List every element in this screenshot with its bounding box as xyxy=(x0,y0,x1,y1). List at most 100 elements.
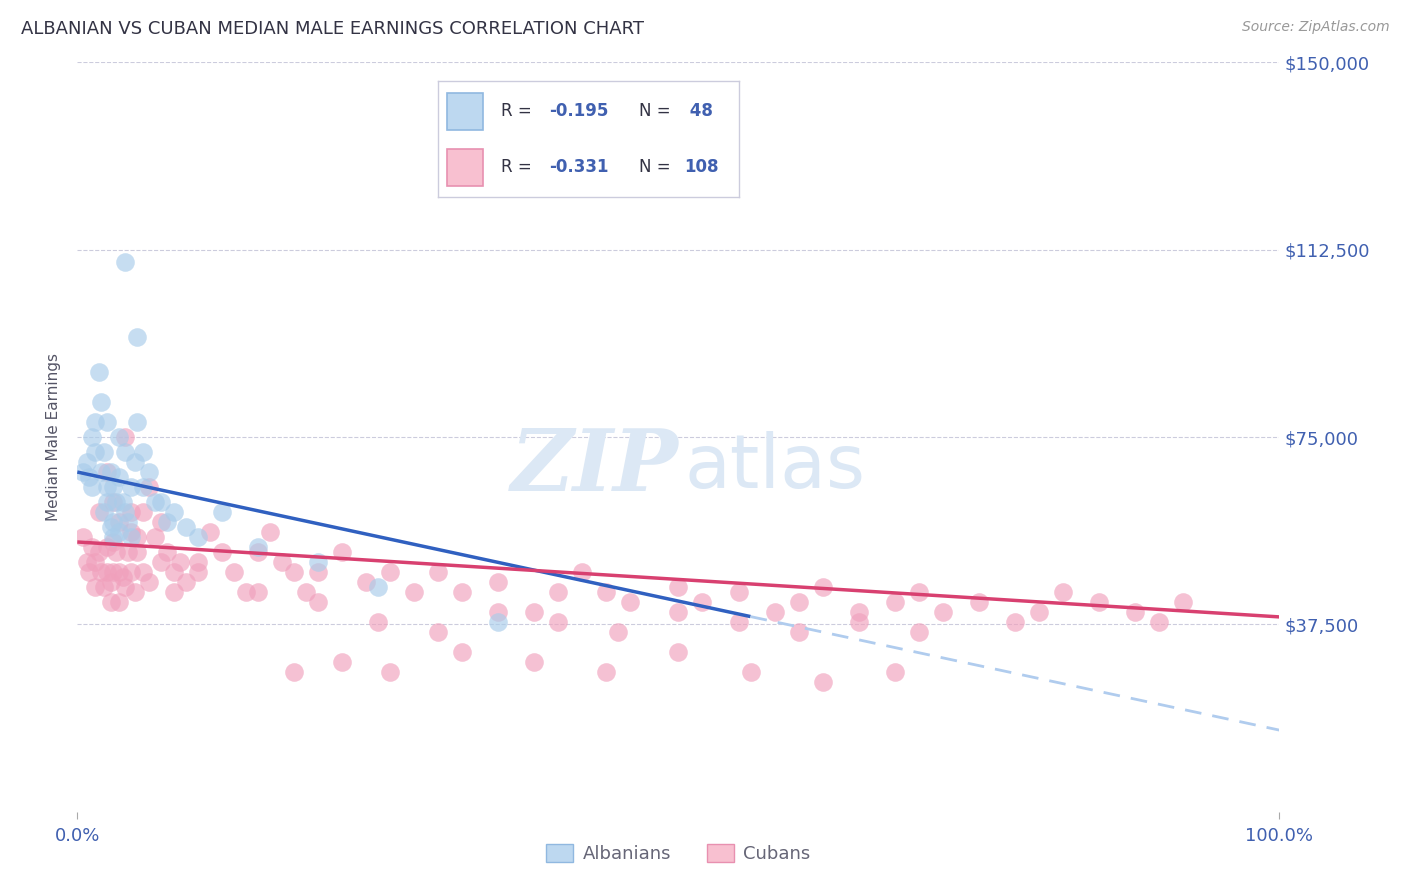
Point xyxy=(114,505,136,519)
Point xyxy=(619,595,641,609)
Point xyxy=(668,580,690,594)
Point xyxy=(100,574,122,589)
Point xyxy=(169,555,191,569)
Point xyxy=(883,665,905,679)
Point xyxy=(127,530,149,544)
Point xyxy=(156,545,179,559)
Point xyxy=(76,555,98,569)
Point xyxy=(100,595,122,609)
Point xyxy=(156,515,179,529)
Point xyxy=(571,565,593,579)
Point xyxy=(486,615,509,629)
Point xyxy=(114,255,136,269)
Point xyxy=(259,524,281,539)
Point xyxy=(595,585,617,599)
Point xyxy=(727,585,749,599)
Point xyxy=(307,555,329,569)
Point xyxy=(127,545,149,559)
Point xyxy=(150,515,173,529)
Point xyxy=(117,545,139,559)
Point xyxy=(127,330,149,344)
Point xyxy=(186,530,209,544)
Point xyxy=(132,505,155,519)
Point xyxy=(100,465,122,479)
Point xyxy=(104,495,127,509)
Point xyxy=(174,520,197,534)
Point xyxy=(87,505,110,519)
Point xyxy=(451,585,474,599)
Point xyxy=(96,415,118,429)
Point xyxy=(1149,615,1171,629)
Point xyxy=(294,585,316,599)
Point xyxy=(96,540,118,554)
Point xyxy=(80,430,103,444)
Point xyxy=(378,565,401,579)
Point xyxy=(84,415,107,429)
Point xyxy=(138,574,160,589)
Point xyxy=(96,480,118,494)
Point xyxy=(100,520,122,534)
Point xyxy=(283,665,305,679)
Point xyxy=(162,505,184,519)
Point xyxy=(108,430,131,444)
Point xyxy=(111,495,134,509)
Point xyxy=(595,665,617,679)
Point xyxy=(84,580,107,594)
Point xyxy=(162,565,184,579)
Point xyxy=(76,455,98,469)
Point xyxy=(120,565,142,579)
Point xyxy=(186,565,209,579)
Point xyxy=(235,585,257,599)
Point xyxy=(120,480,142,494)
Point xyxy=(87,545,110,559)
Point xyxy=(72,465,94,479)
Point xyxy=(967,595,990,609)
Point xyxy=(198,524,221,539)
Point xyxy=(486,574,509,589)
Point xyxy=(96,495,118,509)
Point xyxy=(124,585,146,599)
Point xyxy=(103,565,125,579)
Point xyxy=(787,624,810,639)
Point xyxy=(93,505,115,519)
Point xyxy=(186,555,209,569)
Point xyxy=(1052,585,1074,599)
Point xyxy=(120,530,142,544)
Point xyxy=(848,605,870,619)
Text: atlas: atlas xyxy=(685,431,866,504)
Point xyxy=(108,595,131,609)
Point xyxy=(354,574,377,589)
Point xyxy=(283,565,305,579)
Point xyxy=(692,595,714,609)
Point xyxy=(72,530,94,544)
Point xyxy=(811,674,834,689)
Point xyxy=(80,480,103,494)
Point xyxy=(1123,605,1146,619)
Point xyxy=(378,665,401,679)
Point xyxy=(103,515,125,529)
Point xyxy=(90,395,112,409)
Point xyxy=(451,645,474,659)
Point xyxy=(668,605,690,619)
Point xyxy=(117,515,139,529)
Point xyxy=(111,570,134,584)
Point xyxy=(103,495,125,509)
Point xyxy=(367,580,389,594)
Point xyxy=(114,430,136,444)
Point xyxy=(547,585,569,599)
Point xyxy=(270,555,292,569)
Point xyxy=(80,540,103,554)
Point xyxy=(79,565,101,579)
Point xyxy=(763,605,786,619)
Point xyxy=(547,615,569,629)
Point xyxy=(150,495,173,509)
Point xyxy=(787,595,810,609)
Point xyxy=(96,465,118,479)
Point xyxy=(93,445,115,459)
Point xyxy=(908,624,931,639)
Point xyxy=(740,665,762,679)
Point xyxy=(1028,605,1050,619)
Point xyxy=(103,480,125,494)
Point xyxy=(103,535,125,549)
Point xyxy=(908,585,931,599)
